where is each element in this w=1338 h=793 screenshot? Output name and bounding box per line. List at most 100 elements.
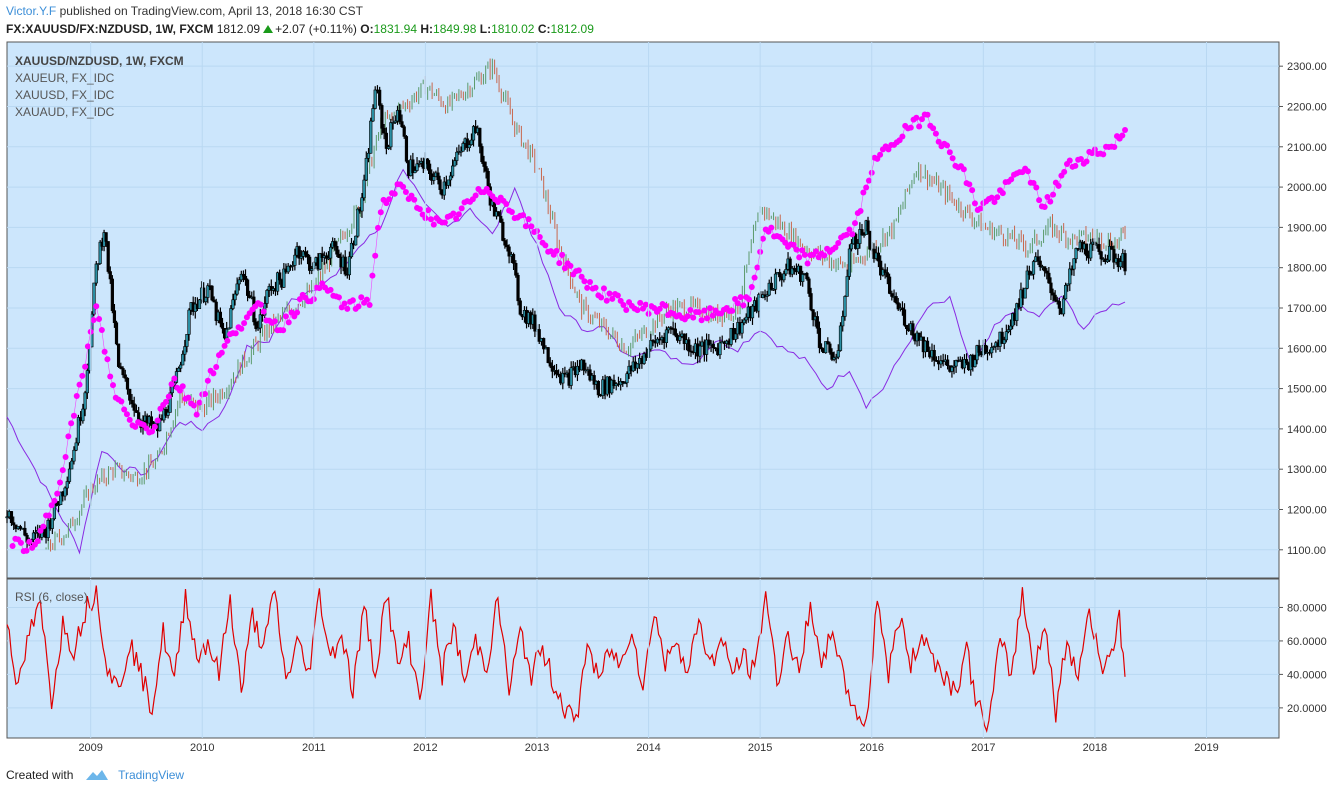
main-candle-body — [5, 516, 9, 519]
main-candle-body — [792, 268, 796, 271]
xaueur-dot — [34, 538, 41, 545]
main-candle-body — [1036, 256, 1040, 262]
main-candle-body — [843, 296, 847, 317]
xaueur-dot — [238, 325, 245, 332]
main-candle-body — [318, 253, 322, 270]
main-candle-body — [76, 417, 81, 444]
legend-xauaud[interactable]: XAUAUD, FX_IDC — [15, 105, 115, 119]
xaueur-dot — [522, 223, 529, 230]
main-candle-body — [210, 285, 214, 301]
main-candle-body — [130, 399, 134, 405]
xaueur-dot — [48, 502, 55, 509]
main-candle-body — [983, 344, 988, 354]
main-candle-body — [389, 122, 393, 148]
xaueur-dot — [472, 192, 479, 199]
rsi-legend[interactable]: RSI (6, close) — [15, 590, 88, 604]
xaueur-dot — [296, 296, 303, 303]
xaueur-dot — [1055, 182, 1062, 189]
main-candle-body — [518, 300, 522, 315]
main-candle-body — [231, 299, 235, 309]
main-candle-body — [417, 163, 421, 165]
xaueur-dot — [852, 220, 858, 227]
main-candle-body — [179, 364, 183, 369]
main-candle-body — [256, 327, 260, 330]
main-candle-body — [218, 311, 222, 324]
main-candle-body — [964, 359, 969, 364]
xaueur-dot — [924, 111, 931, 118]
main-candle-body — [1031, 261, 1036, 275]
xauaud-line — [6, 168, 1126, 555]
main-candle-body — [354, 235, 358, 246]
main-candle-body — [187, 309, 191, 335]
main-candle-body — [227, 327, 231, 330]
tradingview-link[interactable]: TradingView — [118, 768, 185, 782]
main-candle-body — [254, 321, 258, 329]
main-candle-body — [1049, 282, 1053, 294]
main-candle-body — [400, 121, 404, 128]
legend-xauusd[interactable]: XAUUSD, FX_IDC — [15, 88, 115, 102]
xaueur-dot — [430, 221, 437, 228]
xaueur-dot — [732, 295, 739, 302]
main-candle-body — [784, 269, 788, 275]
price-axis[interactable]: 1100.00 1200.00 1300.00 1400.00 1500.00 1600.… — [1279, 61, 1327, 557]
xaueur-dot — [623, 306, 630, 313]
xaueur-dot — [759, 235, 766, 242]
price-axis-label: 1100.00 — [1287, 545, 1326, 557]
legend-xaueur[interactable]: XAUEUR, FX_IDC — [15, 71, 115, 85]
main-candle-body — [499, 215, 503, 223]
xaueur-dot — [865, 177, 872, 184]
main-candle-body — [718, 342, 722, 356]
xaueur-dot — [90, 317, 97, 324]
rsi-line — [6, 585, 1126, 733]
main-candle-body — [962, 359, 967, 369]
main-candle-body — [815, 316, 819, 329]
main-candle-body — [185, 334, 189, 347]
xaueur-dot — [835, 240, 842, 247]
main-candle-body — [125, 377, 130, 390]
tradingview-logo-icon — [85, 770, 108, 780]
main-candle-body — [1015, 303, 1019, 321]
xaueur-dot — [863, 184, 870, 191]
main-candle-body — [1000, 331, 1004, 344]
main-candle-body — [81, 408, 85, 422]
main-candle-body — [467, 144, 471, 149]
main-candle-body — [621, 381, 625, 384]
main-candle-body — [241, 273, 246, 277]
main-candle-body — [12, 522, 16, 526]
main-candle-body — [673, 328, 677, 336]
xaueur-dot — [1122, 126, 1129, 133]
author-link[interactable]: Victor.Y.F — [6, 4, 57, 18]
rsi-axis[interactable]: 20.0000 40.0000 60.0000 80.0000 — [1279, 602, 1327, 715]
main-candle-body — [704, 339, 709, 355]
main-candle-body — [828, 343, 832, 353]
xaueur-dot — [232, 330, 239, 337]
main-candle-body — [740, 322, 744, 334]
xaueur-dot — [960, 166, 967, 173]
main-candle-body — [229, 308, 233, 329]
main-candle-body — [836, 350, 840, 358]
main-candle-body — [349, 242, 354, 258]
xaueur-dot — [932, 130, 939, 137]
main-candle-body — [711, 343, 715, 349]
main-candle-body — [860, 229, 864, 236]
main-candle-body — [862, 234, 866, 236]
xaueur-dot — [754, 264, 761, 271]
xaueur-dot — [149, 428, 156, 435]
main-candle-body — [883, 269, 887, 273]
xaueur-dot — [528, 223, 535, 230]
main-candle-body — [1025, 270, 1029, 289]
main-candle-body — [655, 338, 660, 344]
main-candle-body — [1107, 246, 1112, 261]
legend-main[interactable]: XAUUSD/NZDUSD, 1W, FXCM — [15, 54, 184, 68]
time-axis[interactable]: 2009 2010 2011 2012 2013 2014 2015 2016 2017 2018… — [78, 742, 1218, 754]
main-candle-body — [258, 314, 262, 329]
xaueur-dot — [425, 207, 432, 214]
xaueur-dot — [101, 348, 108, 355]
rsi-pane[interactable] — [6, 578, 1280, 739]
xaueur-dot — [224, 337, 231, 344]
publish-info: Victor.Y.F published on TradingView.com,… — [6, 4, 363, 18]
main-candle-body — [497, 211, 501, 217]
main-candle-body — [1089, 243, 1093, 259]
rsi-axis-label: 40.0000 — [1287, 669, 1327, 681]
